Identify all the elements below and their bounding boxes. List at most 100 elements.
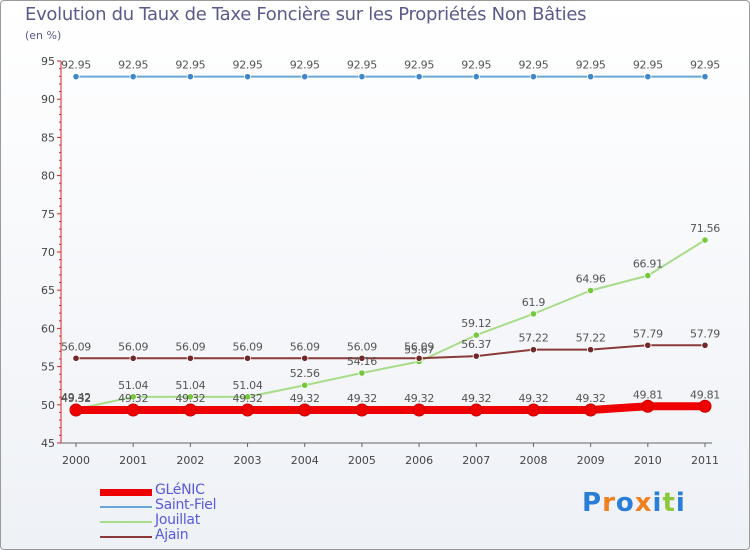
x-tick-label: 2007 — [462, 454, 490, 467]
data-label-glenic: 49.32 — [118, 392, 148, 405]
x-tick-label: 2008 — [519, 454, 547, 467]
data-point-ajain — [472, 352, 480, 360]
data-point-saint-fiel — [587, 73, 595, 81]
data-label-glenic: 49.32 — [518, 392, 548, 405]
data-label-saint-fiel: 92.95 — [290, 59, 320, 72]
data-point-jouillat — [358, 369, 366, 377]
data-point-ajain — [644, 341, 652, 349]
x-tick-label: 2004 — [291, 454, 319, 467]
legend-swatch — [100, 521, 152, 523]
data-label-saint-fiel: 92.95 — [690, 59, 720, 72]
legend-label: Ajain — [155, 527, 189, 543]
chart-title: Evolution du Taux de Taxe Foncière sur l… — [25, 4, 587, 25]
data-point-saint-fiel — [529, 73, 538, 81]
data-label-ajain: 56.09 — [290, 340, 320, 353]
data-label-saint-fiel: 92.95 — [518, 59, 548, 72]
data-point-jouillat — [243, 393, 252, 401]
data-point-saint-fiel — [358, 73, 366, 81]
y-tick-label: 85 — [41, 131, 55, 144]
series-line-glenic — [72, 402, 709, 414]
data-point-glenic — [355, 403, 369, 417]
data-point-ajain — [529, 346, 538, 354]
proxiti-logo: Proxiti — [582, 488, 686, 518]
data-point-saint-fiel — [472, 73, 480, 81]
legend-label: Saint-Fiel — [155, 497, 217, 513]
data-label-ajain: 56.09 — [347, 340, 377, 353]
data-point-saint-fiel — [243, 73, 252, 81]
data-label-jouillat: 64.96 — [576, 273, 606, 286]
data-label-glenic: 49.32 — [404, 392, 434, 405]
legend-label: Jouillat — [155, 512, 200, 528]
x-tick-label: 2000 — [62, 454, 90, 467]
x-tick-label: 2002 — [176, 454, 204, 467]
data-label-saint-fiel: 92.95 — [175, 59, 205, 72]
data-label-glenic: 49.32 — [461, 392, 491, 405]
data-label-jouillat: 52.56 — [290, 367, 320, 380]
data-label-jouillat: 61.9 — [522, 296, 546, 309]
data-label-ajain: 56.09 — [118, 340, 148, 353]
logo-letter: t — [662, 488, 676, 518]
y-tick-label: 60 — [41, 322, 55, 335]
data-label-ajain: 56.09 — [61, 340, 91, 353]
data-label-saint-fiel: 92.95 — [576, 59, 606, 72]
data-label-saint-fiel: 92.95 — [633, 59, 663, 72]
data-label-saint-fiel: 92.95 — [61, 59, 91, 72]
data-label-saint-fiel: 92.95 — [347, 59, 377, 72]
x-tick-label: 2006 — [405, 454, 433, 467]
data-label-ajain: 56.09 — [233, 340, 263, 353]
data-label-ajain: 57.79 — [690, 327, 720, 340]
data-point-ajain — [301, 354, 309, 362]
logo-letter: P — [582, 488, 603, 518]
data-point-glenic — [126, 403, 140, 417]
y-tick-label: 45 — [41, 437, 55, 450]
data-label-glenic: 49.81 — [633, 388, 663, 401]
data-label-jouillat: 59.12 — [461, 317, 491, 330]
data-label-glenic: 49.32 — [347, 392, 377, 405]
data-point-glenic — [584, 403, 598, 417]
data-point-jouillat — [472, 331, 480, 339]
data-label-glenic: 49.32 — [175, 392, 205, 405]
logo-letter: x — [634, 488, 653, 518]
logo-letter: i — [675, 488, 686, 518]
data-label-glenic: 49.32 — [290, 392, 320, 405]
data-label-ajain: 56.37 — [461, 338, 491, 351]
data-label-jouillat: 55.67 — [404, 343, 434, 356]
data-point-ajain — [129, 354, 137, 362]
x-tick-label: 2009 — [577, 454, 605, 467]
x-tick-label: 2011 — [691, 454, 719, 467]
data-point-jouillat — [129, 393, 137, 401]
data-point-ajain — [358, 354, 366, 362]
data-label-jouillat: 51.04 — [118, 379, 148, 392]
data-point-ajain — [186, 354, 194, 362]
y-tick-label: 55 — [41, 361, 55, 374]
legend-label: GLéNIC — [155, 482, 205, 498]
logo-letter: r — [602, 488, 616, 518]
y-axis-unit: (en %) — [25, 29, 62, 42]
data-label-saint-fiel: 92.95 — [461, 59, 491, 72]
data-label-glenic: 49.81 — [690, 388, 720, 401]
data-label-jouillat: 51.04 — [233, 379, 263, 392]
logo-letter: o — [615, 488, 635, 518]
data-point-jouillat — [301, 381, 309, 389]
series-line-jouillat — [75, 239, 706, 411]
data-label-ajain: 57.22 — [518, 332, 548, 345]
data-point-jouillat — [644, 272, 652, 280]
data-point-jouillat — [701, 236, 709, 244]
legend-swatch — [100, 488, 152, 496]
data-point-jouillat — [587, 286, 595, 295]
y-tick-label: 90 — [41, 93, 55, 106]
data-label-jouillat: 51.04 — [175, 379, 205, 392]
data-label-ajain: 57.79 — [633, 327, 663, 340]
x-tick-label: 2005 — [348, 454, 376, 467]
data-point-saint-fiel — [415, 73, 423, 81]
data-point-saint-fiel — [644, 73, 652, 81]
data-point-saint-fiel — [129, 73, 137, 81]
data-point-glenic — [641, 399, 655, 413]
legend-swatch — [100, 536, 152, 538]
y-tick-label: 70 — [41, 246, 55, 259]
data-point-jouillat — [529, 310, 538, 318]
data-label-saint-fiel: 92.95 — [404, 59, 434, 72]
data-label-glenic: 49.32 — [576, 392, 606, 405]
